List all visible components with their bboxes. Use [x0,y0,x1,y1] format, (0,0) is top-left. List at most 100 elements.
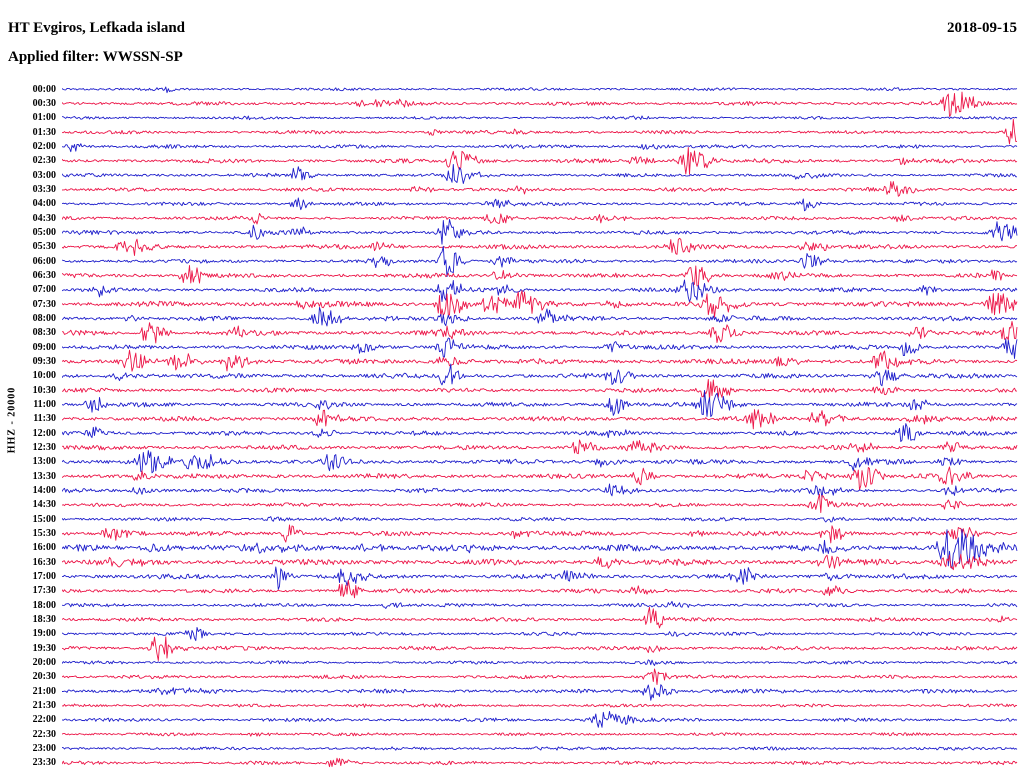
row-time-label: 06:30 [32,270,56,281]
row-time-label: 10:30 [32,384,56,396]
row-time-label: 19:00 [32,628,56,640]
row-time-label: 16:00 [32,542,56,554]
trace-row-10:30 [62,378,1018,402]
trace-row-23:30 [62,757,1018,768]
trace-row-01:30 [62,118,1018,145]
trace-row-04:00 [62,197,1018,212]
trace-row-19:00 [62,626,1018,642]
row-time-label: 12:00 [32,427,56,439]
trace-row-10:00 [62,363,1018,387]
trace-row-06:30 [62,265,1018,287]
row-time-label: 18:30 [32,614,56,625]
row-time-label: 01:30 [32,126,56,138]
trace-row-21:00 [62,684,1018,701]
row-time-label: 23:30 [32,757,56,769]
trace-row-22:00 [62,710,1018,728]
row-time-label: 15:30 [32,528,56,539]
trace-row-05:30 [62,237,1018,256]
trace-row-11:00 [62,389,1018,418]
row-time-label: 00:30 [32,98,56,109]
row-time-label: 23:00 [32,743,56,754]
trace-row-03:00 [62,163,1017,184]
trace-row-18:00 [62,600,1018,609]
trace-row-00:30 [62,91,1018,117]
row-time-label: 00:00 [32,83,56,95]
trace-row-02:00 [62,143,1018,153]
trace-row-06:00 [62,245,1018,278]
trace-row-14:00 [62,483,1018,499]
row-time-label: 20:00 [32,657,56,668]
trace-row-02:30 [62,147,1018,175]
row-time-label: 13:00 [32,456,56,468]
trace-row-19:30 [62,636,1018,662]
seismogram-trace-area [62,86,1018,768]
row-time-label: 05:30 [32,241,56,253]
row-time-label: 17:30 [32,585,56,597]
row-time-label: 18:00 [32,599,56,611]
record-date: 2018-09-15 [947,20,1017,36]
trace-row-16:30 [62,553,1018,571]
trace-row-15:30 [62,524,1018,544]
row-time-label: 03:00 [32,169,56,181]
trace-row-07:30 [62,290,1018,318]
row-time-label: 11:30 [33,413,56,425]
row-time-label: 02:00 [32,141,56,152]
row-time-label: 01:00 [32,112,56,124]
row-time-label: 20:30 [32,671,56,683]
station-title: HT Evgiros, Lefkada island [8,20,185,36]
trace-row-14:30 [62,493,1018,514]
trace-row-16:00 [62,528,1018,569]
trace-row-17:00 [62,566,1018,590]
row-time-label: 02:30 [32,155,56,167]
trace-row-07:00 [62,279,1018,303]
trace-row-12:00 [62,423,1018,443]
row-time-label: 13:30 [32,470,56,482]
row-time-label: 16:30 [32,556,56,568]
row-time-label: 04:30 [32,212,56,224]
row-time-label: 21:00 [32,685,56,697]
row-time-label: 06:00 [32,255,56,267]
trace-row-00:00 [62,86,1018,94]
row-time-label: 15:00 [32,513,56,525]
row-time-label: 14:00 [32,485,56,496]
row-time-label: 10:00 [32,370,56,382]
row-time-label: 17:00 [32,571,56,582]
row-time-label: 22:00 [32,714,56,726]
row-time-label: 07:30 [32,298,56,310]
row-time-label: 08:30 [32,327,56,339]
trace-row-15:00 [62,516,1018,523]
row-time-label: 05:00 [32,227,56,238]
row-time-label: 11:00 [33,399,56,410]
trace-row-20:00 [62,659,1018,666]
trace-row-05:00 [62,218,1018,245]
row-time-label: 14:30 [32,499,56,511]
applied-filter-label: Applied filter: WWSSN-SP [8,49,183,65]
trace-row-08:30 [62,321,1018,344]
trace-row-11:30 [62,409,1018,430]
trace-row-13:30 [62,466,1018,491]
trace-row-23:00 [62,746,1018,751]
trace-row-22:30 [62,732,1018,737]
trace-row-13:00 [62,450,1018,474]
row-time-label: 07:00 [32,284,56,296]
trace-row-09:30 [62,349,1018,372]
row-time-label: 22:30 [32,728,56,740]
trace-row-12:30 [62,439,1018,455]
trace-row-18:30 [62,606,1018,629]
trace-row-09:00 [62,337,1018,359]
row-time-label: 21:30 [32,700,56,711]
row-time-label: 04:00 [32,198,56,210]
trace-row-20:30 [62,668,1018,686]
trace-row-01:00 [62,115,1018,121]
row-time-label: 09:30 [32,356,56,367]
trace-row-17:30 [62,579,1018,599]
trace-row-21:30 [62,703,1018,708]
row-time-label: 12:30 [32,442,56,453]
trace-row-08:00 [62,306,1018,327]
trace-row-03:30 [62,181,1018,197]
row-time-label: 03:30 [32,184,56,195]
trace-row-04:30 [62,212,1018,225]
row-time-label: 09:00 [32,341,56,353]
row-time-label: 19:30 [32,642,56,654]
